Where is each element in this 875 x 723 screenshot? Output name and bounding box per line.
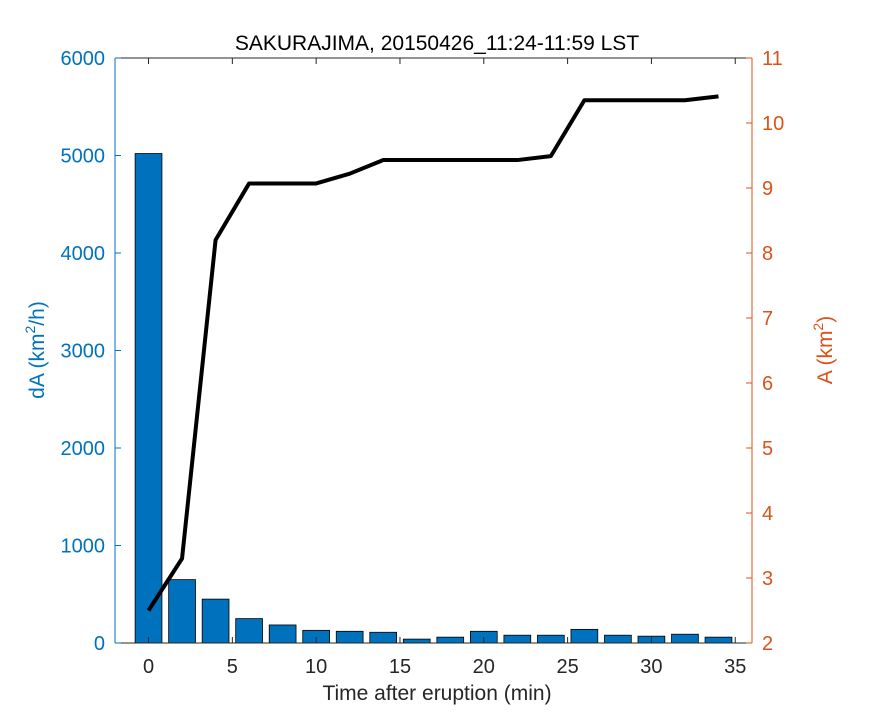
bar-2 bbox=[201, 598, 230, 644]
y-left-tick-label-3: 3000 bbox=[61, 341, 106, 363]
bar-0 bbox=[134, 153, 163, 644]
y-left-tick-label-0: 0 bbox=[94, 633, 105, 655]
bar-8 bbox=[402, 638, 431, 644]
y-right-tick-label-0: 2 bbox=[762, 633, 773, 655]
bar-11 bbox=[503, 634, 532, 644]
y-axis-label-right: A (km2) bbox=[810, 316, 837, 384]
x-tick-label-1: 5 bbox=[227, 656, 238, 678]
y-right-tick-label-3: 5 bbox=[762, 438, 773, 460]
bar-1 bbox=[168, 579, 196, 644]
bar-14 bbox=[604, 634, 632, 644]
tick-labels: 0 5 10 15 20 25 30 3501000200030004000500060002… bbox=[61, 48, 785, 678]
bar-12 bbox=[537, 634, 565, 644]
axes bbox=[114, 57, 753, 644]
y-right-tick-label-6: 8 bbox=[762, 243, 773, 265]
y-right-tick-label-4: 6 bbox=[762, 373, 773, 395]
y-left-tick-label-2: 2000 bbox=[61, 438, 106, 460]
y-left-tick-label-5: 5000 bbox=[61, 146, 106, 168]
bar-4 bbox=[268, 624, 297, 644]
x-tick-label-0: 0 bbox=[143, 656, 154, 678]
x-axis-label: Time after eruption (min) bbox=[322, 682, 551, 705]
bar-9 bbox=[436, 636, 465, 644]
y-axis-label-right-prefix: A (km bbox=[814, 331, 837, 385]
x-tick-label-6: 30 bbox=[640, 656, 662, 678]
y-right-tick-label-2: 4 bbox=[762, 503, 773, 525]
y-left-tick-label-1: 1000 bbox=[61, 536, 106, 558]
line-series bbox=[146, 94, 719, 612]
y-right-tick-label-5: 7 bbox=[762, 308, 773, 330]
bar-6 bbox=[335, 630, 364, 644]
line-cumulative-area bbox=[146, 94, 719, 612]
y-left-tick-label-6: 6000 bbox=[61, 48, 106, 70]
y-right-tick-label-9: 11 bbox=[762, 48, 783, 70]
x-tick-label-2: 10 bbox=[305, 656, 327, 678]
y-right-tick-label-8: 10 bbox=[762, 113, 784, 135]
y-axis-label-left: dA (km2/h) bbox=[22, 301, 49, 399]
bar-17 bbox=[704, 636, 733, 644]
x-tick-label-5: 25 bbox=[556, 656, 578, 678]
x-tick-label-7: 35 bbox=[724, 656, 746, 678]
y-left-tick-label-4: 4000 bbox=[61, 243, 106, 265]
chart-title: SAKURAJIMA, 20150426_11:24-11:59 LST bbox=[235, 32, 639, 55]
bar-13 bbox=[570, 628, 599, 644]
bar-3 bbox=[235, 618, 263, 644]
bar-16 bbox=[671, 633, 699, 644]
y-axis-label-left-suffix: /h) bbox=[26, 301, 49, 326]
y-right-tick-label-7: 9 bbox=[762, 178, 773, 200]
y-axis-label-left-prefix: dA (km bbox=[26, 333, 49, 398]
x-tick-label-4: 20 bbox=[473, 656, 495, 678]
y-axis-label-right-suffix: ) bbox=[814, 316, 837, 323]
x-tick-label-3: 15 bbox=[389, 656, 411, 678]
y-right-tick-label-1: 3 bbox=[762, 568, 773, 590]
y-axis-label-left-sup: 2 bbox=[22, 325, 38, 333]
bar-7 bbox=[369, 631, 398, 644]
y-axis-label-right-sup: 2 bbox=[810, 323, 826, 331]
